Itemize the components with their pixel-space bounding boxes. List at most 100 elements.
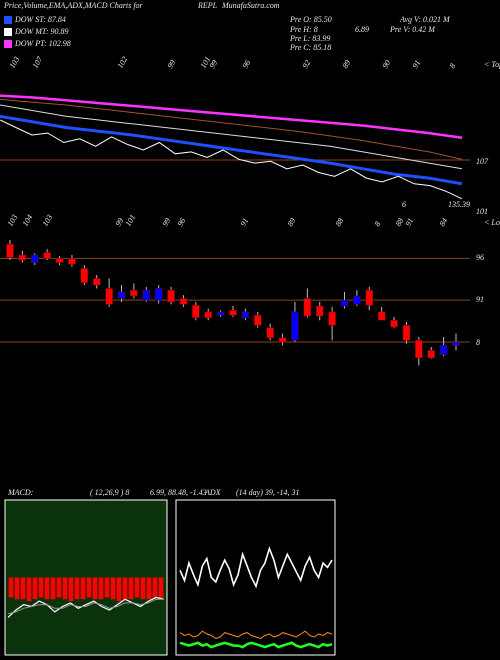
stat-text: 6.89 <box>355 25 369 34</box>
stat-text: Pre V: 0.42 M <box>389 25 436 34</box>
panel-title: ADX <box>204 488 222 497</box>
stat-text: Pre H: 8 <box>289 25 318 34</box>
candle-body <box>18 254 27 261</box>
site: MunafaSutra.com <box>221 1 280 10</box>
candle-body <box>365 289 374 306</box>
histogram-bar <box>110 577 116 600</box>
legend-swatch <box>4 28 12 36</box>
candle-body <box>241 311 250 318</box>
x-label: 90 <box>381 58 393 69</box>
candle-body <box>229 309 237 316</box>
histogram-bar <box>14 577 20 600</box>
x-label: 88 <box>394 216 406 227</box>
y-tick-label: 91 <box>476 295 484 304</box>
x-label: 107 <box>31 54 45 70</box>
panel-params: (14 day) 39, -14, 31 <box>236 488 300 497</box>
histogram-bar <box>98 577 104 600</box>
candle-body <box>55 258 64 263</box>
histogram-bar <box>8 577 14 598</box>
histogram-bar <box>32 577 38 600</box>
series-line <box>7 596 165 618</box>
candle-body <box>291 311 299 341</box>
x-label: 99 <box>208 58 220 69</box>
candle-body <box>452 341 460 346</box>
candle-body <box>204 311 212 318</box>
legend-label: DOW PT: 102.98 <box>14 39 71 48</box>
panel-title: MACD: <box>7 488 34 497</box>
candle-body <box>154 288 163 301</box>
histogram-bar <box>128 577 134 600</box>
x-label: 92 <box>301 58 313 69</box>
candle-body <box>31 254 39 263</box>
candle-body <box>328 311 336 326</box>
series-line <box>0 94 463 140</box>
page-title: Price,Volume,EMA,ADX,MACD Charts for <box>3 1 144 10</box>
candle-body <box>278 337 287 343</box>
candle-body <box>6 243 14 258</box>
panel-frame <box>175 499 336 656</box>
histogram-bar <box>50 577 56 600</box>
candle-body <box>167 289 175 303</box>
y-tick-label: 96 <box>476 253 484 262</box>
candle-body <box>105 288 113 305</box>
candle-body <box>130 289 138 297</box>
x-label: 96 <box>176 216 188 227</box>
candle-body <box>315 305 324 317</box>
x-label: 88 <box>334 216 346 227</box>
x-label: 104 <box>21 213 35 228</box>
candle-body <box>390 320 398 328</box>
candle-body <box>266 327 274 339</box>
side-label: < Lowes <box>484 218 500 227</box>
candle-body <box>117 291 126 299</box>
candle-body <box>192 304 200 318</box>
series-line <box>179 546 333 589</box>
histogram-bar <box>56 577 62 598</box>
x-label: 103 <box>6 213 20 228</box>
candle-body <box>427 350 435 359</box>
x-label: 99 <box>114 216 126 227</box>
candle-body <box>68 258 76 265</box>
histogram-bar <box>44 577 50 600</box>
histogram-bar <box>104 577 110 598</box>
histogram-bar <box>152 577 158 598</box>
panel-readout: 6.99, 88.48, -1.43 <box>150 488 207 497</box>
series-line <box>0 119 463 200</box>
x-label: 89 <box>286 216 298 227</box>
x-label: 91 <box>239 216 251 227</box>
x-label: 99 <box>166 58 178 69</box>
candle-body <box>216 311 225 316</box>
histogram-bar <box>20 577 26 600</box>
x-label: 91 <box>411 58 423 69</box>
candle-body <box>353 295 361 305</box>
histogram-bar <box>86 577 92 598</box>
x-label: 102 <box>116 55 130 70</box>
x-label: 101 <box>124 213 138 228</box>
candle-body <box>377 311 386 321</box>
candle-body <box>80 268 89 283</box>
legend-label: DOW MT: 90.89 <box>14 27 69 36</box>
legend-swatch <box>4 40 12 48</box>
x-label: 8 <box>373 220 383 228</box>
histogram-bar <box>80 577 86 600</box>
stat-text: Pre L: 83.99 <box>289 34 330 43</box>
x-label: 8 <box>448 62 458 70</box>
symbol: REPL <box>197 1 218 10</box>
legend-label: DOW ST: 87.84 <box>14 15 66 24</box>
stat-text: Pre C: 85.18 <box>289 43 331 52</box>
stat-text: Avg V: 0.021 M <box>399 15 451 24</box>
candle-body <box>402 325 411 341</box>
x-label: 84 <box>438 216 450 227</box>
histogram-bar <box>74 577 80 600</box>
histogram-bar <box>92 577 98 600</box>
histogram-bar <box>158 577 164 600</box>
series-line <box>179 641 333 649</box>
histogram-bar <box>122 577 128 600</box>
annotation: 107 <box>476 157 489 166</box>
x-label: 89 <box>341 58 353 69</box>
series-line <box>7 598 164 615</box>
series-line <box>0 114 463 186</box>
annotation: 135.39 <box>448 200 470 209</box>
histogram-bar <box>68 577 74 602</box>
series-line <box>0 98 463 160</box>
histogram-bar <box>140 577 146 600</box>
